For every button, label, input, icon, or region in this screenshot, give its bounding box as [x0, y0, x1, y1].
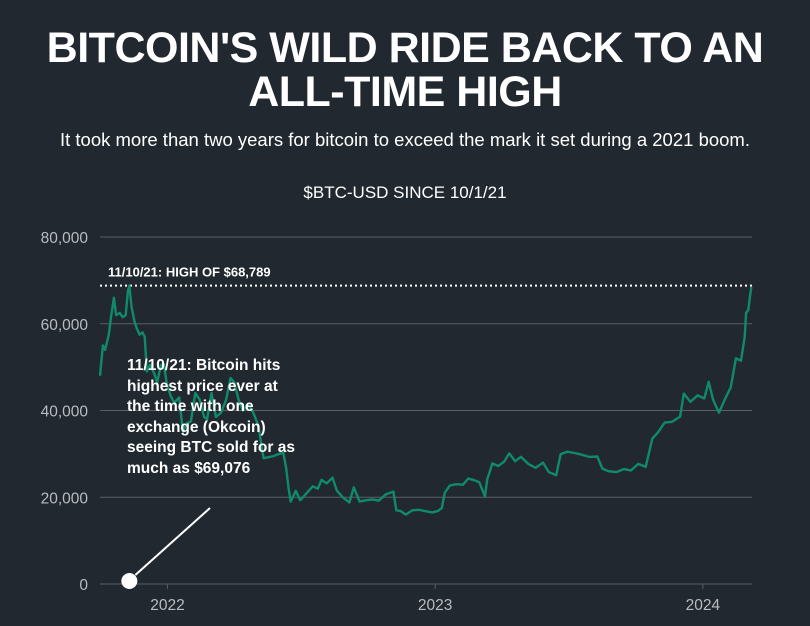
x-axis: 2022 2023 2024: [150, 584, 720, 614]
subtitle: It took more than two years for bitcoin …: [59, 129, 750, 150]
x-tick-label: 2022: [150, 597, 184, 614]
y-tick-label: 60,000: [41, 317, 89, 334]
series-label: $BTC-USD SINCE 10/1/21: [303, 183, 507, 202]
annotation-marker: [121, 573, 138, 589]
x-tick-label: 2024: [686, 597, 721, 614]
y-tick-label: 20,000: [41, 490, 89, 507]
y-axis: 0 20,000 40,000 60,000 80,000: [41, 230, 89, 594]
page-title: BITCOIN'S WILD RIDE BACK TO AN ALL-TIME …: [46, 24, 764, 116]
annotation-connector: [134, 507, 211, 576]
all-time-high-label: 11/10/21: HIGH OF $68,789: [108, 265, 271, 280]
grid: [100, 236, 752, 585]
y-tick-label: 40,000: [41, 404, 89, 421]
btc-price-line: [98, 284, 753, 516]
y-tick-label: 80,000: [41, 230, 89, 247]
y-tick-label: 0: [79, 577, 88, 594]
annotation-text: 11/10/21: Bitcoin hits highest price eve…: [127, 357, 295, 477]
x-tick-label: 2023: [418, 597, 452, 614]
